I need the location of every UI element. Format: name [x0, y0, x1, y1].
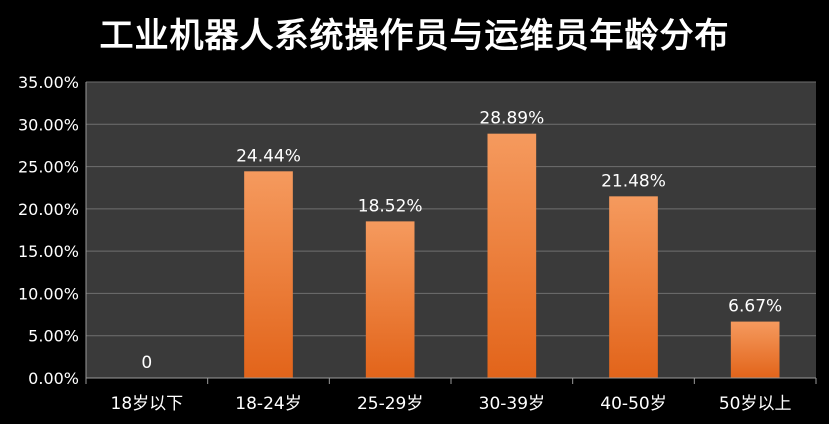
data-label: 24.44% — [236, 146, 301, 166]
x-tick-label: 50岁以上 — [719, 394, 792, 414]
axes — [85, 82, 817, 384]
data-label: 21.48% — [601, 171, 666, 191]
data-label: 6.67% — [728, 297, 782, 317]
bar — [609, 196, 658, 378]
data-label: 0 — [141, 353, 152, 373]
y-tick-label: 0.00% — [28, 369, 79, 388]
data-label: 28.89% — [479, 109, 544, 129]
chart-title: 工业机器人系统操作员与运维员年龄分布 — [99, 16, 730, 56]
x-tick-label: 30-39岁 — [479, 394, 545, 414]
y-tick-label: 30.00% — [18, 115, 79, 134]
x-tick-label: 18-24岁 — [235, 394, 301, 414]
data-label: 18.52% — [358, 196, 423, 216]
y-tick-label: 35.00% — [18, 73, 79, 92]
y-tick-label: 25.00% — [18, 158, 79, 177]
plot-area — [86, 82, 816, 378]
y-tick-label: 15.00% — [18, 242, 79, 261]
y-tick-label: 5.00% — [28, 327, 79, 346]
gridlines — [86, 81, 816, 337]
bar — [365, 221, 415, 378]
bar — [244, 171, 293, 378]
data-labels: 0 24.44% 18.52% 28.89% 21.48% 6.67% — [141, 109, 782, 373]
x-axis-tick-labels: 18岁以下 18-24岁 25-29岁 30-39岁 40-50岁 50岁以上 — [111, 394, 792, 414]
bars — [244, 133, 780, 378]
x-tick-label: 40-50岁 — [600, 394, 666, 414]
x-tick-label: 25-29岁 — [357, 394, 423, 414]
x-tick-label: 18岁以下 — [111, 394, 184, 414]
bar — [730, 321, 780, 378]
y-axis-tick-labels: 0.00% 5.00% 10.00% 15.00% 20.00% 25.00% 30.00%… — [18, 73, 79, 388]
y-tick-label: 20.00% — [18, 200, 79, 219]
bar — [487, 133, 537, 378]
y-tick-label: 10.00% — [18, 284, 79, 303]
